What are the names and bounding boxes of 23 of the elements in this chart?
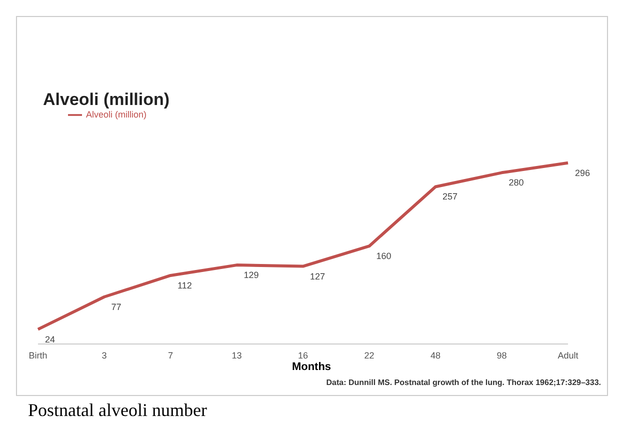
text: Postnatal alveoli number [28, 400, 207, 421]
x-tick-label: 3 [102, 350, 107, 360]
x-tick-label: 7 [168, 350, 174, 360]
x-tick-label: Adult [558, 350, 579, 360]
x-axis-title: Months [290, 361, 332, 373]
x-tick-label: Birth [28, 350, 48, 360]
data-label: 112 [178, 280, 192, 290]
data-label: 160 [376, 251, 392, 262]
data-label: 257 [442, 192, 458, 202]
data-label: 280 [508, 178, 524, 188]
data-label: 129 [244, 270, 259, 280]
chart-title: Alveoli (million) [43, 90, 170, 110]
data-label: 24 [45, 334, 56, 344]
x-tick-label: 98 [496, 350, 507, 360]
data-label: 77 [111, 302, 122, 312]
x-tick-label: 13 [232, 350, 242, 360]
data-label: 296 [575, 168, 590, 178]
x-tick-label: 22 [364, 350, 374, 360]
x-tick-label: 16 [298, 350, 308, 360]
text: Data: Dunnill MS. Postnatal growth of the lung. Thorax 1962;17:329–333. [326, 378, 601, 387]
legend-label: Alveoli (million) [86, 109, 147, 120]
data-label: 127 [310, 271, 326, 282]
x-tick-label: 48 [430, 350, 441, 360]
